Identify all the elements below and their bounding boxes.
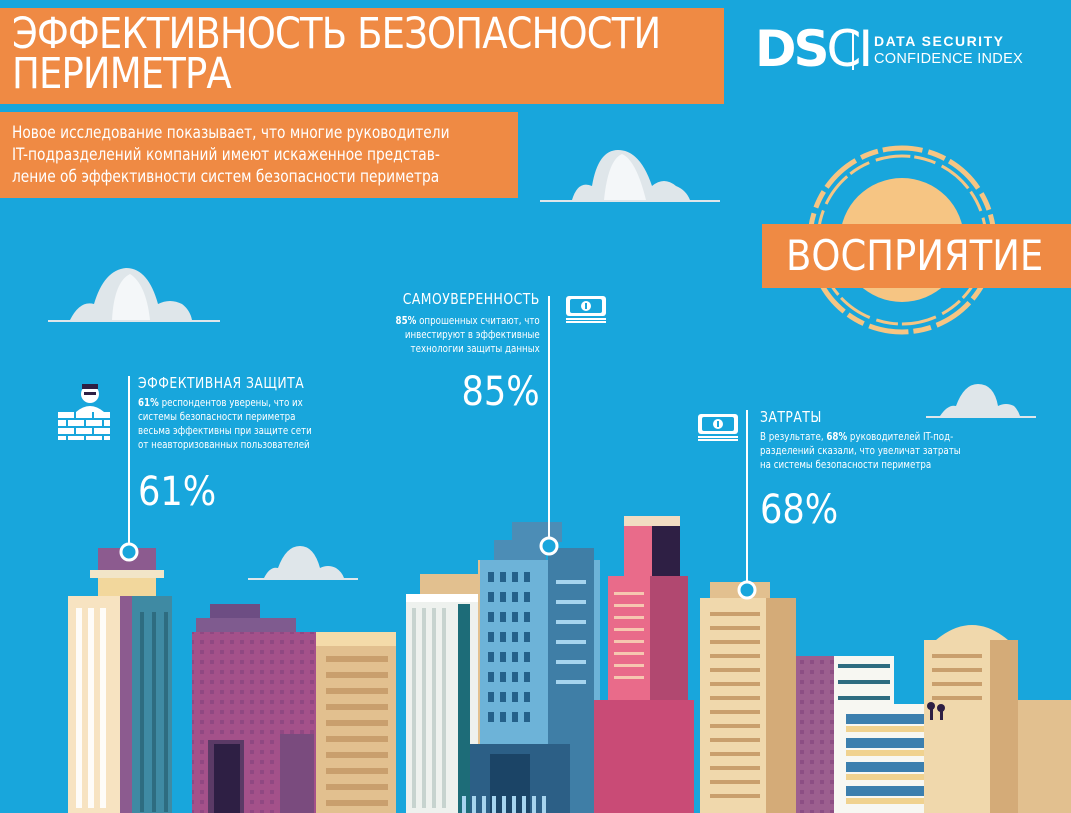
money-icon xyxy=(698,414,738,441)
costs-body-line-1: руководителей IT-под- xyxy=(847,431,954,443)
costs-body-line-3: на системы безопасности периметра xyxy=(760,459,932,471)
connector-line-costs xyxy=(746,410,748,590)
protection-body-line-2: системы безопасности периметра xyxy=(138,411,296,423)
building-g xyxy=(594,516,694,813)
building-f xyxy=(462,522,600,813)
perception-label: ВОСПРИЯТИЕ xyxy=(786,231,1044,280)
logo-wordmark: DATA SECURITY CONFIDENCE INDEX xyxy=(874,32,1023,68)
section-protection: ЭФФЕКТИВНАЯ ЗАЩИТА 61% респондентов увер… xyxy=(138,374,327,514)
building-d xyxy=(406,594,478,813)
building-a xyxy=(68,548,172,813)
confidence-body-line-3: технологии защиты данных xyxy=(410,343,540,355)
page-title: ЭФФЕКТИВНОСТЬ БЕЗОПАСНОСТИ ПЕРИМЕТРА xyxy=(12,9,661,99)
building-i xyxy=(796,656,836,813)
rooftop-antennas xyxy=(927,702,945,720)
connector-line-protection xyxy=(128,376,130,552)
costs-percent: 68% xyxy=(760,487,839,533)
confidence-body: 85% опрошенных считают, что инвестируют … xyxy=(396,314,540,356)
logo-line-2: CONFIDENCE INDEX xyxy=(874,51,1024,67)
subtitle-line-2: IT-подразделений компаний имеют искаженн… xyxy=(12,145,440,165)
confidence-heading: САМОУВЕРЕННОСТЬ xyxy=(402,290,540,308)
building-j xyxy=(834,656,964,813)
logo-line-1: DATA SECURITY xyxy=(874,33,1005,49)
subtitle-line-3: ление об эффективности систем безопаснос… xyxy=(12,167,440,187)
perception-banner xyxy=(762,224,1071,288)
building-h xyxy=(700,582,796,813)
firewall-icon xyxy=(58,384,110,440)
protection-percent: 61% xyxy=(138,469,217,515)
title-line-2: ПЕРИМЕТРА xyxy=(12,49,232,99)
cloud-3 xyxy=(926,384,1036,418)
logo-mark-bold: DS xyxy=(755,20,829,78)
cloud-2 xyxy=(48,268,220,322)
building-b xyxy=(192,604,316,813)
costs-body-line-2: разделений сказали, что увеличат затраты xyxy=(760,445,961,457)
cloud-4 xyxy=(248,546,358,580)
confidence-body-bold: 85% xyxy=(395,315,417,327)
section-confidence: САМОУВЕРЕННОСТЬ 85% опрошенных считают, … xyxy=(383,290,540,414)
costs-body-bold: 68% xyxy=(826,431,848,443)
subtitle-banner xyxy=(0,112,518,198)
costs-body: В результате, 68% руководителей IT-под- … xyxy=(760,430,961,472)
title-banner xyxy=(0,8,724,104)
costs-body-pre: В результате, xyxy=(760,431,827,443)
money-icon xyxy=(566,296,606,323)
costs-heading: ЗАТРАТЫ xyxy=(760,408,822,426)
section-costs: ЗАТРАТЫ В результате, 68% руководителей … xyxy=(760,408,978,532)
protection-body-line-4: от неавторизованных пользователей xyxy=(138,439,310,451)
confidence-body-line-1: опрошенных считают, что xyxy=(416,315,540,327)
dsci-logo: DSCI xyxy=(755,24,873,74)
connector-line-confidence xyxy=(548,296,550,546)
building-k xyxy=(924,625,1071,813)
confidence-percent: 85% xyxy=(461,369,540,415)
protection-heading: ЭФФЕКТИВНАЯ ЗАЩИТА xyxy=(138,374,305,392)
building-c xyxy=(316,632,396,813)
protection-body-bold: 61% xyxy=(138,397,159,409)
page-subtitle: Новое исследование показывает, что многи… xyxy=(12,122,450,188)
marker-confidence xyxy=(539,536,559,556)
protection-body-line-3: весьма эффективны при защите сети xyxy=(138,425,312,437)
marker-protection xyxy=(119,542,139,562)
title-line-1: ЭФФЕКТИВНОСТЬ БЕЗОПАСНОСТИ xyxy=(12,9,661,59)
protection-body: 61% респондентов уверены, что их системы… xyxy=(138,396,312,452)
logo-divider xyxy=(852,30,854,70)
marker-costs xyxy=(737,580,757,600)
logo-mark-light: CI xyxy=(826,20,874,78)
protection-body-line-1: респондентов уверены, что их xyxy=(158,397,303,409)
confidence-body-line-2: инвестируют в эффективные xyxy=(405,329,540,341)
cloud-1 xyxy=(540,150,720,202)
subtitle-line-1: Новое исследование показывает, что многи… xyxy=(12,123,450,143)
